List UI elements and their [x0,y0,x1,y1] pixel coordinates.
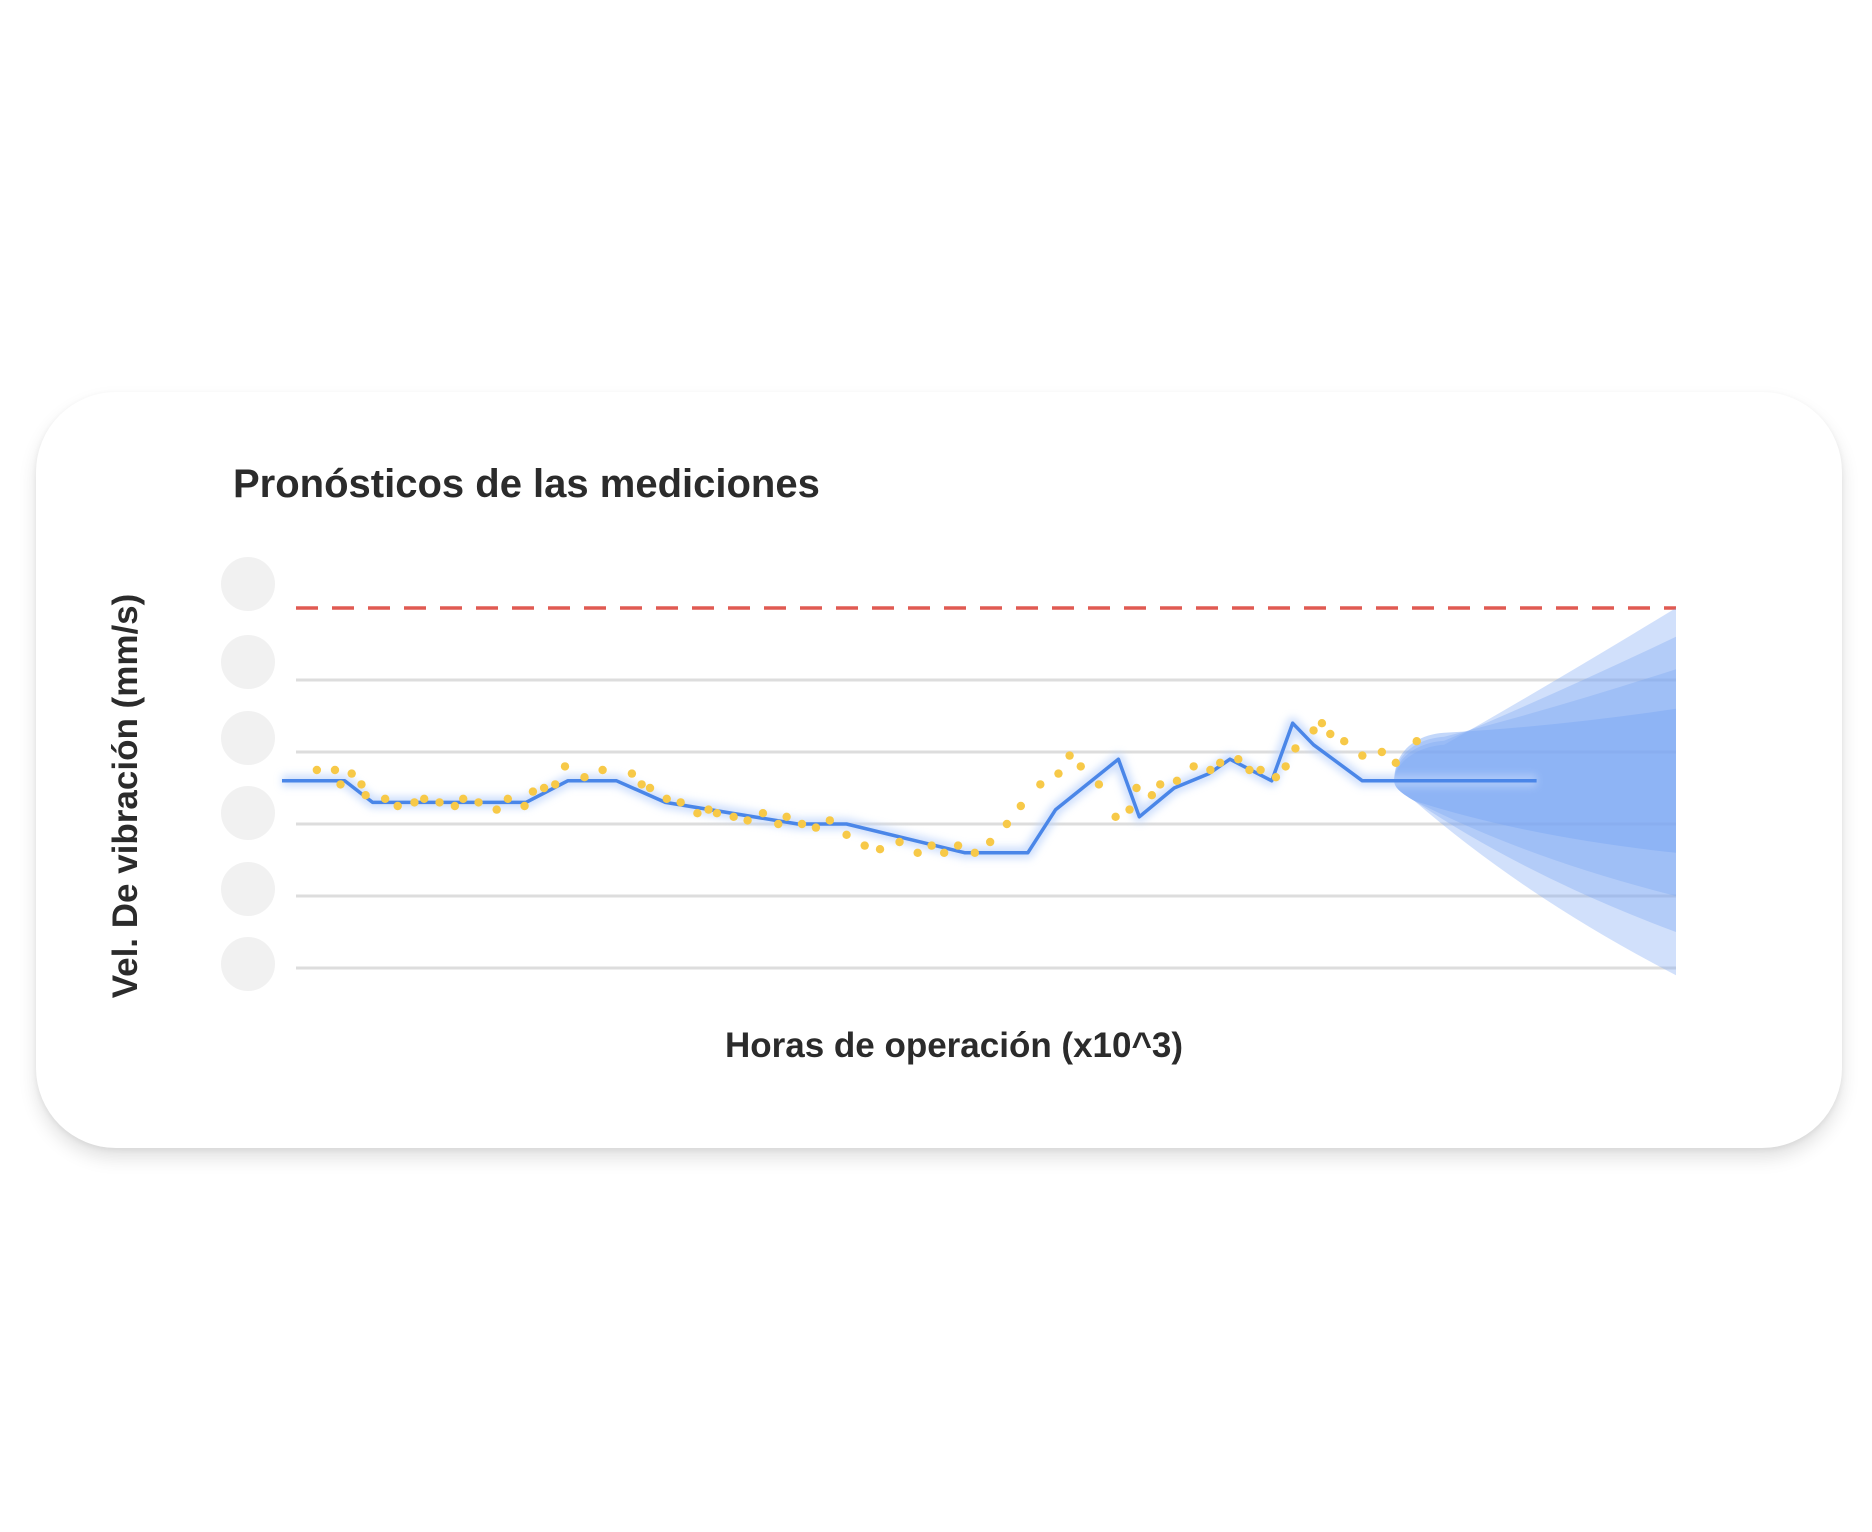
measurement-point [774,819,783,829]
forecast-band-0 [1394,608,1676,976]
measurement-point [729,812,738,821]
measurement-point [1291,744,1300,753]
measurement-point [450,801,460,811]
measurement-point [380,794,390,803]
measurement-point [312,765,322,775]
measurement-point [637,780,646,789]
measurement-point [1132,783,1141,793]
measurement-point [1054,769,1063,778]
measurement-point [1281,762,1290,771]
measurement-point [704,805,713,814]
measurement-point [1215,758,1225,767]
measurement-point [1309,726,1318,735]
measurement-point [1271,773,1281,782]
measurement-point [842,830,851,839]
measurement-point [1125,805,1134,814]
measurement-point [419,794,429,803]
measurement-point [985,837,995,847]
measurement-point [1391,758,1401,767]
measurement-point [1206,765,1215,775]
y-tick-placeholder-3 [221,786,275,840]
measurement-point [347,769,356,778]
y-tick-placeholder-1 [221,635,275,689]
measurement-point [1317,719,1327,728]
measurement-point [875,845,885,854]
measurement-point [860,841,869,850]
measurement-point [1036,780,1045,789]
measurement-point [492,805,501,814]
measurement-point [645,783,655,793]
measurement-point [1065,751,1074,760]
measurement-point [560,762,570,771]
measurement-point [1234,755,1243,764]
measurement-point [970,848,980,857]
trend-line [282,721,1537,855]
measurement-point [758,809,768,818]
measurement-point [330,765,340,775]
measurement-point [1256,765,1265,775]
measurement-point [811,823,821,832]
measurement-point [1358,751,1367,760]
measurement-point [782,812,791,821]
measurement-point [712,809,722,818]
measurement-point [410,798,419,807]
measurement-point [1412,737,1421,746]
measurement-point [393,801,402,811]
trend-line-glow [282,717,1537,859]
measurement-point [1172,776,1182,785]
measurement-point [1326,729,1335,739]
measurement-point [693,809,702,818]
measurement-point [939,848,949,857]
measurement-point [953,841,963,850]
y-tick-placeholder-5 [221,937,275,991]
measurement-point [1016,801,1026,811]
measurement-point [825,816,835,825]
measurement-point [336,780,345,789]
measurement-point [1340,737,1349,746]
chart-title: Pronósticos de las mediciones [233,462,820,506]
measurement-point [1076,762,1085,771]
y-tick-placeholder-4 [221,862,275,916]
measurement-point [357,780,366,789]
y-tick-placeholder-2 [221,711,275,765]
measurement-point [1189,762,1198,771]
measurement-point [1245,765,1254,775]
measurement-point [503,794,513,803]
x-axis-label: Horas de operación (x10^3) [724,1026,1184,1065]
measurement-point [676,798,685,807]
measurement-point [913,848,922,857]
measurement-point [927,841,936,850]
measurement-point [662,794,671,803]
measurement-point [528,787,538,796]
measurement-point [474,798,483,807]
measurement-point [1147,791,1157,800]
measurement-point [1377,747,1387,757]
measurement-point [1002,819,1012,829]
measurement-point [551,780,560,789]
measurement-point [459,794,468,803]
measurement-point [1156,780,1165,789]
measurement-point [598,765,607,775]
measurement-point [627,769,637,778]
y-tick-placeholder-0 [221,557,275,611]
measurement-point [743,816,752,825]
measurement-point [797,819,807,829]
measurement-point [361,791,370,800]
measurement-point [1094,780,1104,789]
measurement-point [435,798,444,807]
measurement-point [580,773,589,782]
measurement-point [1111,812,1120,821]
measurement-point [539,783,549,793]
measurement-point [895,837,904,847]
measurement-point [520,801,529,811]
